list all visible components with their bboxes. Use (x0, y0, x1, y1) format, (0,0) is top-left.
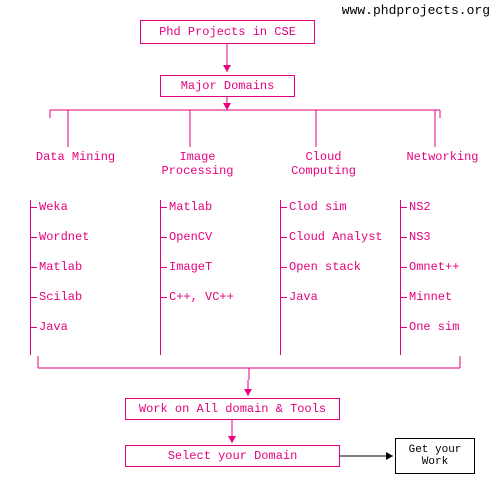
tool-item: OpenCV (169, 230, 234, 244)
tool-item: NS2 (409, 200, 459, 214)
get-work-box: Get your Work (395, 438, 475, 474)
tool-item: Matlab (39, 260, 89, 274)
select-domain-box: Select your Domain (125, 445, 340, 467)
tool-item: ImageT (169, 260, 234, 274)
tool-item: Minnet (409, 290, 459, 304)
tool-item: Open stack (289, 260, 383, 274)
tool-column: Weka Wordnet Matlab Scilab Java (30, 200, 89, 355)
domain-label: Cloud Computing (276, 150, 371, 178)
tool-item: Java (39, 320, 89, 334)
site-url: www.phdprojects.org (342, 3, 490, 18)
tool-item: Matlab (169, 200, 234, 214)
tool-column: Clod sim Cloud Analyst Open stack Java (280, 200, 383, 355)
tool-item: One sim (409, 320, 459, 334)
tool-item: Wordnet (39, 230, 89, 244)
tool-item: Java (289, 290, 383, 304)
tool-item: Cloud Analyst (289, 230, 383, 244)
work-all-box: Work on All domain & Tools (125, 398, 340, 420)
tool-item: C++, VC++ (169, 290, 234, 304)
tool-item: Clod sim (289, 200, 383, 214)
tool-item: Omnet++ (409, 260, 459, 274)
domain-label: Data Mining (28, 150, 123, 164)
domain-label: Image Processing (150, 150, 245, 178)
tool-column: NS2 NS3 Omnet++ Minnet One sim (400, 200, 459, 355)
domain-label: Networking (395, 150, 490, 164)
tool-item: Scilab (39, 290, 89, 304)
major-domains-box: Major Domains (160, 75, 295, 97)
root-box: Phd Projects in CSE (140, 20, 315, 44)
tool-column: Matlab OpenCV ImageT C++, VC++ (160, 200, 234, 355)
tool-item: NS3 (409, 230, 459, 244)
tool-item: Weka (39, 200, 89, 214)
